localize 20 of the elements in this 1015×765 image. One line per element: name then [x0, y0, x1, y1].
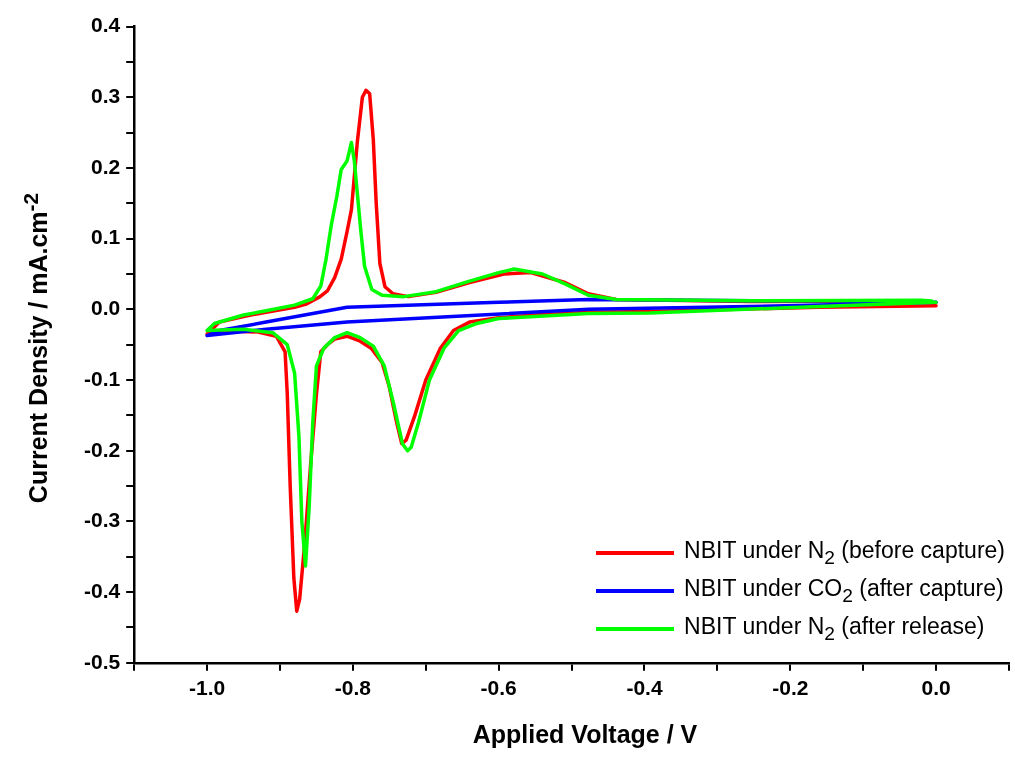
- x-tick-label: -0.8: [334, 676, 372, 700]
- x-tick-label: 0.0: [921, 676, 951, 700]
- y-tick-label: 0.0: [90, 296, 121, 320]
- x-tick-label: -1.0: [188, 676, 226, 700]
- x-tick-label: -0.2: [772, 676, 809, 700]
- y-tick-label: 0.4: [90, 13, 121, 37]
- y-tick-label: -0.4: [84, 578, 121, 602]
- x-tick-label: -0.6: [480, 676, 517, 700]
- y-tick-label: 0.1: [90, 225, 121, 249]
- legend-label: NBIT under N$_{2}$ (after release): [684, 613, 985, 645]
- legend-label: NBIT under CO$_{2}$ (after capture): [684, 575, 1004, 607]
- legend-label: NBIT under N$_{2}$ (before capture): [684, 537, 1005, 569]
- y-tick-label: -0.2: [84, 437, 121, 461]
- y-tick-label: 0.2: [90, 154, 121, 178]
- x-tick-label: -0.4: [626, 676, 663, 700]
- y-tick-label: -0.5: [84, 649, 121, 673]
- y-tick-label: -0.3: [84, 508, 121, 532]
- y-tick-label: 0.3: [90, 84, 121, 108]
- x-axis-title: Applied Voltage / V: [472, 719, 698, 749]
- y-tick-label: -0.1: [84, 366, 121, 390]
